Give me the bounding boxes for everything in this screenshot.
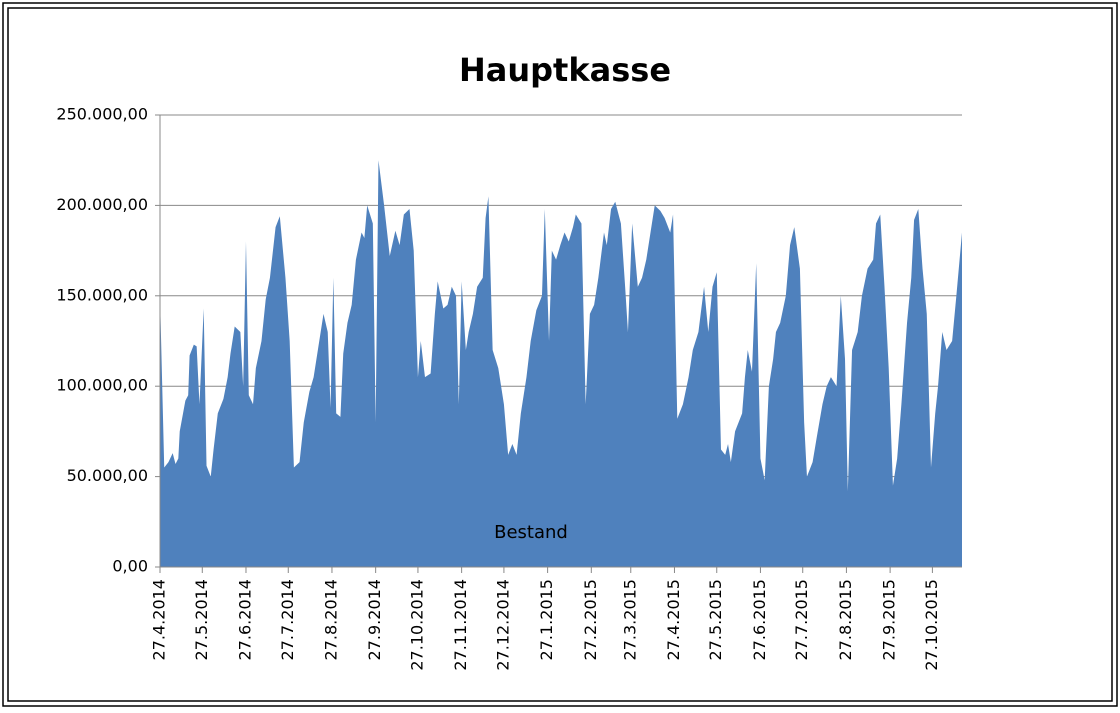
x-tick-label: 27.1.2015 xyxy=(537,579,556,660)
x-tick-label: 27.10.2015 xyxy=(922,579,941,671)
x-tick-label: 27.8.2015 xyxy=(836,579,855,660)
y-tick-label: 0,00 xyxy=(112,557,148,576)
x-tick-label: 27.7.2015 xyxy=(792,579,811,660)
area xyxy=(160,160,962,567)
x-tick-label: 27.9.2014 xyxy=(365,579,384,660)
series-label: Bestand xyxy=(494,522,568,543)
x-tick-label: 27.2.2015 xyxy=(581,579,600,660)
inner-frame xyxy=(7,7,1113,702)
y-tick-label: 100.000,00 xyxy=(56,376,148,395)
x-tick-label: 27.8.2014 xyxy=(321,579,340,660)
x-tick-label: 27.4.2014 xyxy=(150,579,169,660)
x-tick-label: 27.5.2014 xyxy=(192,579,211,660)
x-tick-label: 27.5.2015 xyxy=(706,579,725,660)
chart-title: Hauptkasse xyxy=(459,51,671,89)
y-tick-label: 150.000,00 xyxy=(56,285,148,304)
x-tick-label: 27.6.2015 xyxy=(750,579,769,660)
x-tick-label: 27.4.2015 xyxy=(664,579,683,660)
x-tick-label: 27.7.2014 xyxy=(278,579,297,660)
x-tick-label: 27.9.2015 xyxy=(880,579,899,660)
x-tick-label: 27.6.2014 xyxy=(235,579,254,660)
x-tick-label: 27.3.2015 xyxy=(620,579,639,660)
x-tick-label: 27.10.2014 xyxy=(407,579,426,671)
y-tick-label: 50.000,00 xyxy=(67,466,148,485)
y-tick-label: 200.000,00 xyxy=(56,195,148,214)
x-tick-label: 27.11.2014 xyxy=(451,579,470,671)
x-tick-label: 27.12.2014 xyxy=(493,579,512,671)
y-tick-label: 250.000,00 xyxy=(56,105,148,124)
